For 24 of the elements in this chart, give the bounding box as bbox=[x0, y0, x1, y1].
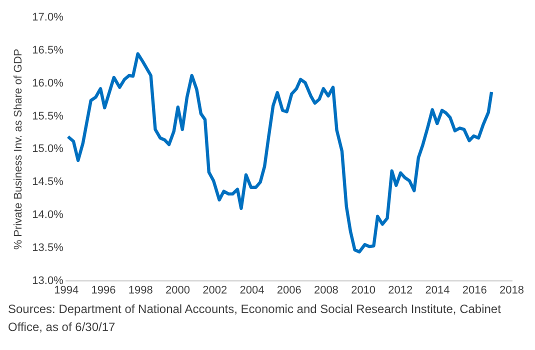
y-tick-label: 16.5% bbox=[32, 44, 64, 57]
y-tick-label: 16.0% bbox=[32, 77, 64, 90]
x-tick-label: 2000 bbox=[165, 284, 190, 296]
x-tick-label: 1996 bbox=[91, 284, 116, 296]
x-tick-label: 2012 bbox=[388, 284, 413, 296]
x-tick-label: 2014 bbox=[425, 284, 450, 296]
y-tick-label: 14.0% bbox=[32, 209, 64, 222]
x-tick-label: 2002 bbox=[202, 284, 228, 296]
y-tick-label: 13.5% bbox=[32, 242, 64, 254]
x-tick-label: 2004 bbox=[240, 284, 264, 296]
y-tick-label: 13.0% bbox=[32, 274, 64, 287]
y-tick-label: 14.5% bbox=[32, 176, 64, 188]
y-tick-label: 17.0% bbox=[32, 12, 64, 24]
x-tick-label: 2010 bbox=[351, 284, 376, 296]
x-tick-label: 1998 bbox=[128, 284, 153, 296]
x-tick-label: 2006 bbox=[276, 284, 302, 296]
x-tick-label: 2018 bbox=[500, 284, 524, 296]
x-tick-label: 2016 bbox=[462, 284, 487, 296]
x-tick-label: 1994 bbox=[54, 284, 79, 296]
y-tick-label: 15.0% bbox=[32, 143, 64, 156]
y-axis-title: % Private Business Inv. as Share of GDP bbox=[12, 48, 25, 250]
source-note: Sources: Department of National Accounts, Economic and Social Research Institute, Cabinet Office, as of 6/30/17 bbox=[8, 301, 502, 336]
y-tick-label: 15.5% bbox=[32, 110, 64, 122]
x-tick-label: 2008 bbox=[314, 284, 338, 296]
